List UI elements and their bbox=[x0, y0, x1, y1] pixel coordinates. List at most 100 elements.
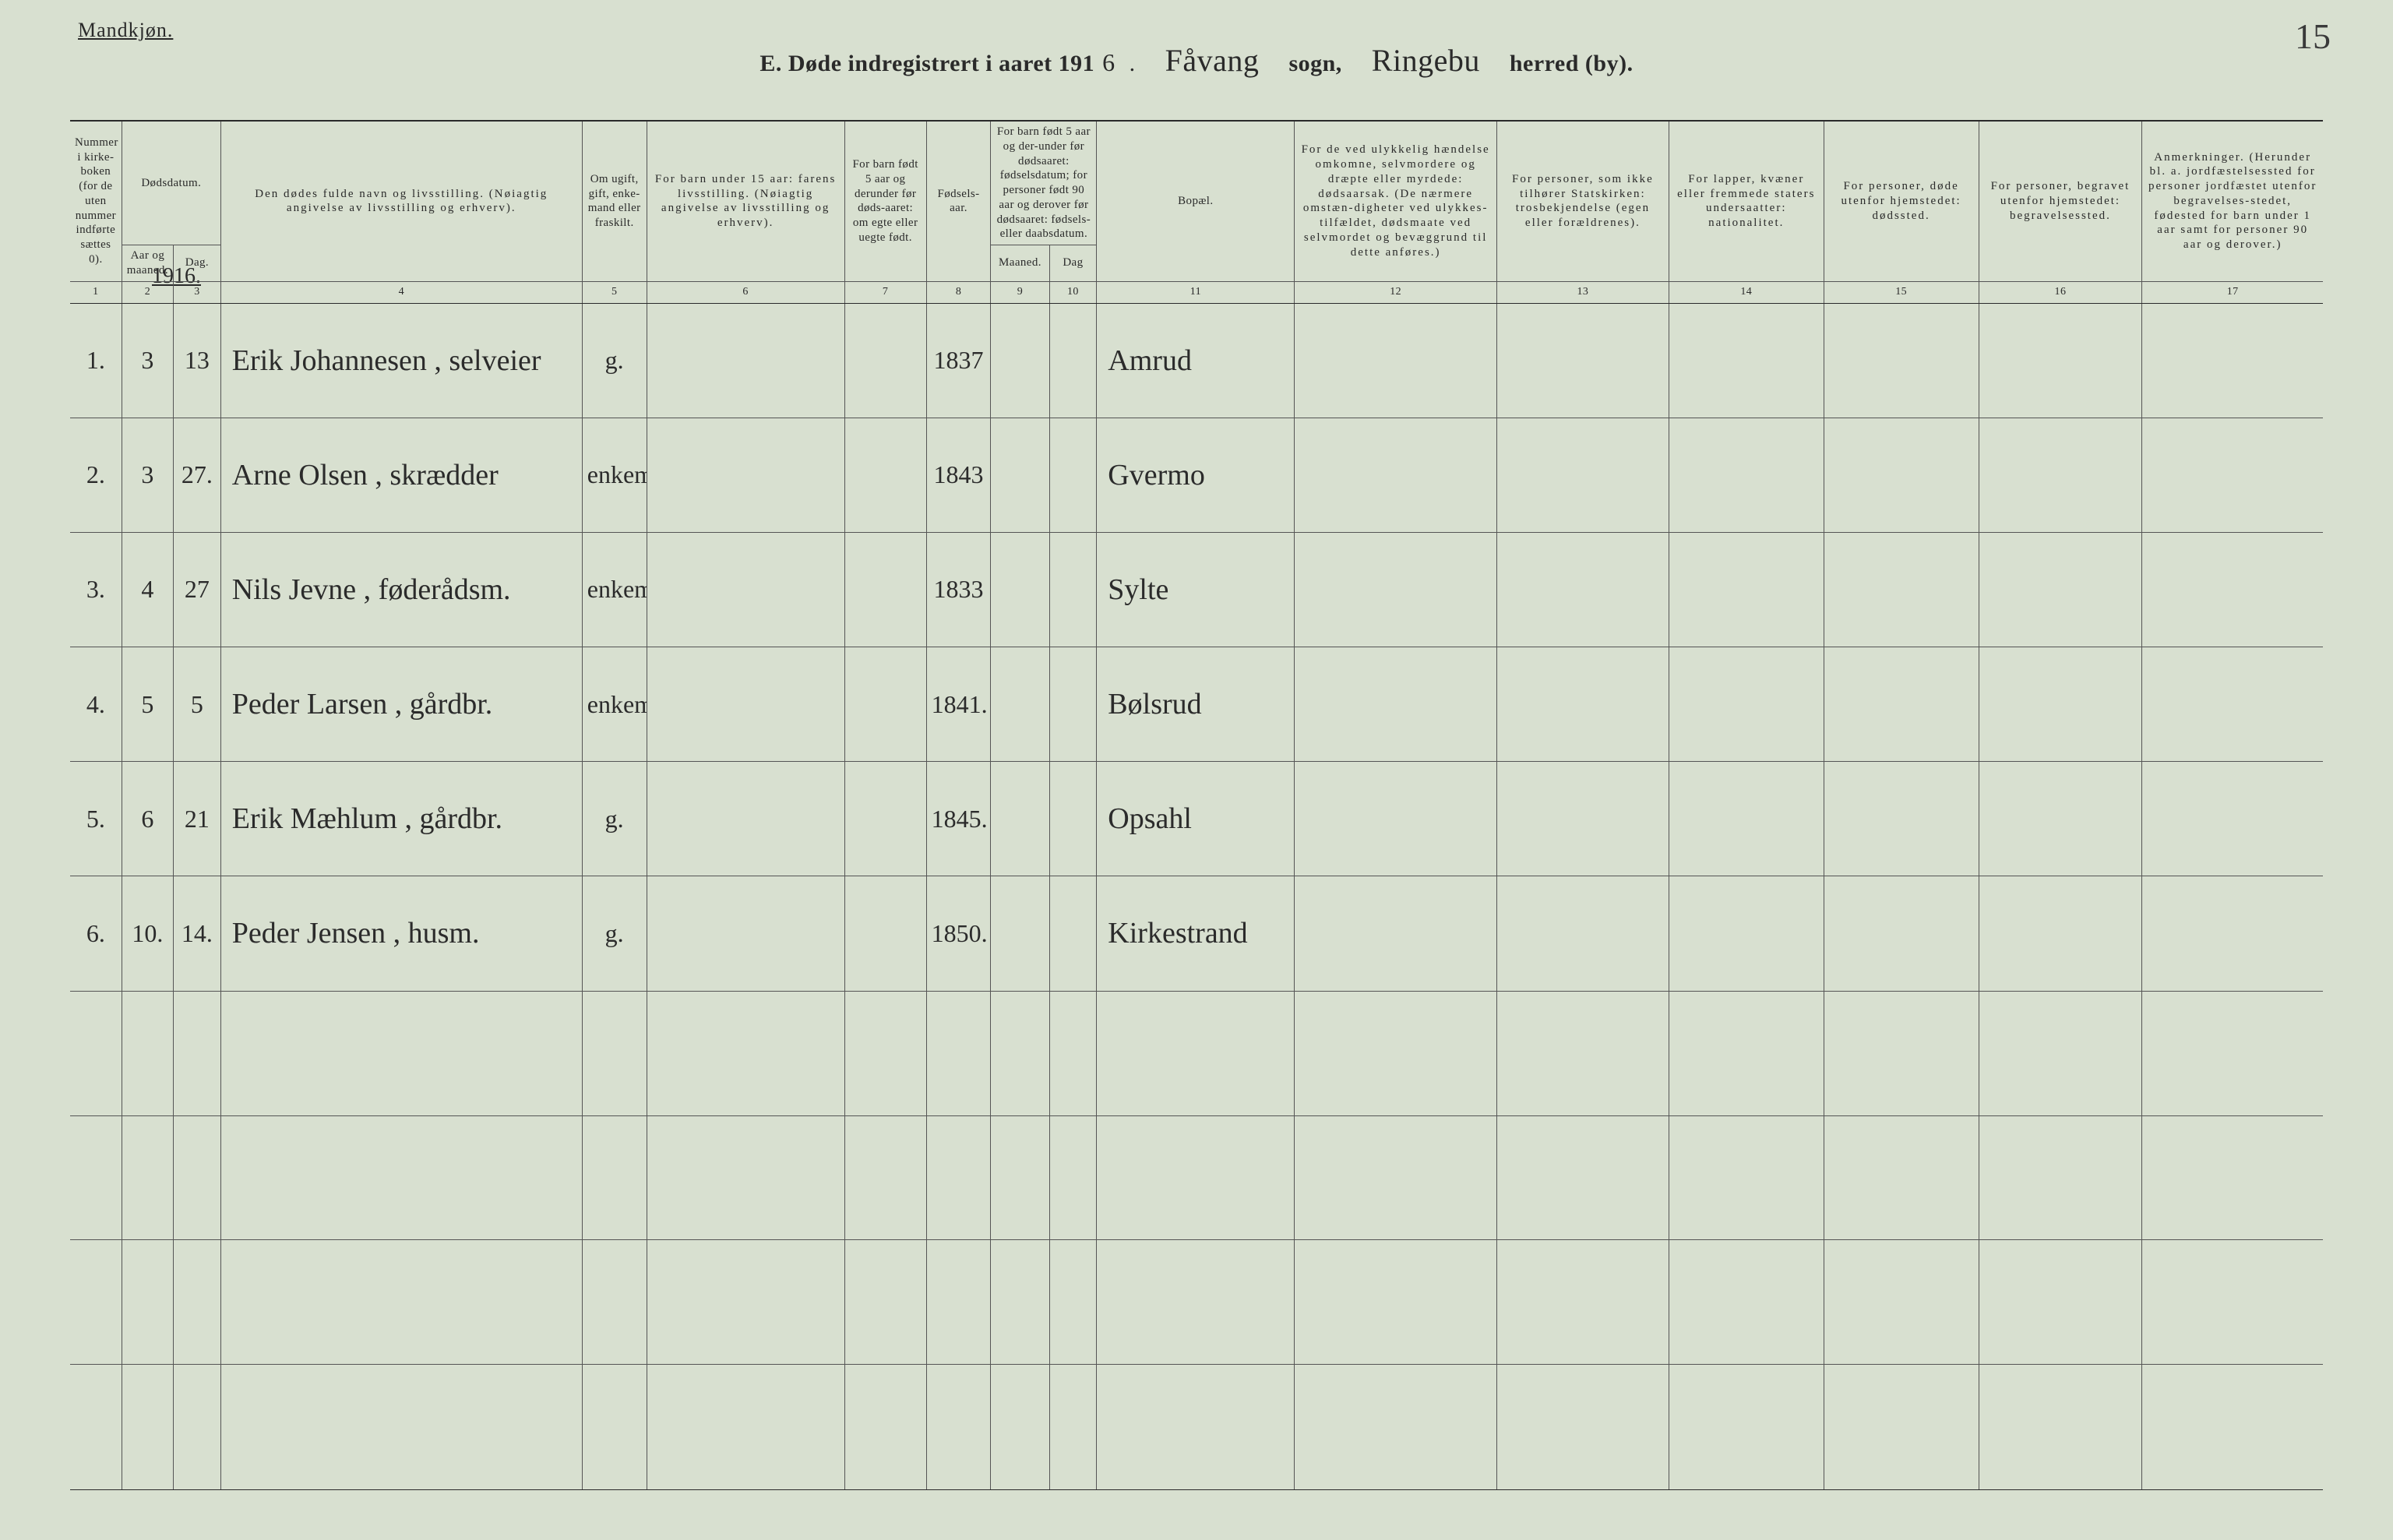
cell-faar: 1841. bbox=[926, 647, 991, 762]
cell-stand: g. bbox=[582, 876, 647, 991]
cell-9 bbox=[991, 647, 1049, 762]
cell-16 bbox=[1979, 762, 2142, 876]
colnum: 8 bbox=[926, 281, 991, 303]
cell-empty bbox=[926, 1365, 991, 1489]
col-5-header: Om ugift, gift, enke-mand eller fraskilt… bbox=[582, 122, 647, 281]
title-text: Døde indregistrert i aaret 191 bbox=[788, 51, 1094, 76]
cell-13 bbox=[1496, 647, 1669, 762]
cell-17 bbox=[2142, 876, 2323, 991]
cell-empty bbox=[1824, 1240, 1979, 1365]
cell-15 bbox=[1824, 532, 1979, 647]
cell-bopel: Opsahl bbox=[1097, 762, 1295, 876]
cell-navn: Erik Johannesen , selveier bbox=[220, 303, 582, 418]
colnum: 17 bbox=[2142, 281, 2323, 303]
cell-empty bbox=[647, 991, 844, 1115]
cell-10 bbox=[1049, 762, 1097, 876]
cell-dag: 14. bbox=[174, 876, 221, 991]
cell-empty bbox=[844, 1115, 926, 1240]
cell-14 bbox=[1669, 303, 1824, 418]
col-7-header: For barn født 5 aar og derunder før døds… bbox=[844, 122, 926, 281]
col-9-header: Maaned. bbox=[991, 245, 1049, 282]
table-row-empty bbox=[70, 1365, 2323, 1489]
table-head: Nummer i kirke-boken (for de uten nummer… bbox=[70, 122, 2323, 303]
cell-9 bbox=[991, 532, 1049, 647]
cell-empty bbox=[174, 1365, 221, 1489]
col-4-header: Den dødes fulde navn og livsstilling. (N… bbox=[220, 122, 582, 281]
cell-13 bbox=[1496, 762, 1669, 876]
cell-15 bbox=[1824, 876, 1979, 991]
cell-empty bbox=[1097, 991, 1295, 1115]
cell-13 bbox=[1496, 532, 1669, 647]
col-13-header: For personer, som ikke tilhører Statskir… bbox=[1496, 122, 1669, 281]
cell-empty bbox=[1496, 1365, 1669, 1489]
cell-stand: g. bbox=[582, 762, 647, 876]
cell-empty bbox=[844, 991, 926, 1115]
colnum: 6 bbox=[647, 281, 844, 303]
cell-empty bbox=[2142, 1365, 2323, 1489]
cell-14 bbox=[1669, 762, 1824, 876]
cell-7 bbox=[844, 647, 926, 762]
cell-12 bbox=[1295, 762, 1497, 876]
cell-bopel: Sylte bbox=[1097, 532, 1295, 647]
cell-empty bbox=[174, 1115, 221, 1240]
cell-empty bbox=[1979, 1115, 2142, 1240]
cell-faar: 1843 bbox=[926, 418, 991, 532]
sogn-label: sogn, bbox=[1288, 51, 1341, 76]
cell-navn: Erik Mæhlum , gårdbr. bbox=[220, 762, 582, 876]
cell-faar: 1850. bbox=[926, 876, 991, 991]
cell-dag: 27 bbox=[174, 532, 221, 647]
cell-17 bbox=[2142, 532, 2323, 647]
cell-empty bbox=[220, 1115, 582, 1240]
cell-dag: 5 bbox=[174, 647, 221, 762]
cell-7 bbox=[844, 303, 926, 418]
cell-num: 1. bbox=[70, 303, 122, 418]
cell-empty bbox=[1979, 1240, 2142, 1365]
colnum: 12 bbox=[1295, 281, 1497, 303]
cell-17 bbox=[2142, 647, 2323, 762]
cell-maaned: 3 bbox=[122, 303, 173, 418]
cell-16 bbox=[1979, 418, 2142, 532]
cell-navn: Peder Larsen , gårdbr. bbox=[220, 647, 582, 762]
table-row: 4.55Peder Larsen , gårdbr.enkem.1841.Bøl… bbox=[70, 647, 2323, 762]
cell-17 bbox=[2142, 303, 2323, 418]
cell-empty bbox=[2142, 991, 2323, 1115]
cell-maaned: 3 bbox=[122, 418, 173, 532]
col-2-header: Aar og maaned. bbox=[122, 245, 173, 282]
cell-empty bbox=[844, 1365, 926, 1489]
cell-empty bbox=[1496, 1115, 1669, 1240]
cell-empty bbox=[122, 1240, 173, 1365]
col-12-header: For de ved ulykkelig hændelse omkomne, s… bbox=[1295, 122, 1497, 281]
cell-num: 4. bbox=[70, 647, 122, 762]
cell-17 bbox=[2142, 762, 2323, 876]
table-row: 6.10.14.Peder Jensen , husm.g.1850.Kirke… bbox=[70, 876, 2323, 991]
cell-7 bbox=[844, 532, 926, 647]
cell-faar: 1833 bbox=[926, 532, 991, 647]
col-3-header: Dag. bbox=[174, 245, 221, 282]
colnum: 3 bbox=[174, 281, 221, 303]
cell-empty bbox=[582, 1365, 647, 1489]
colnum: 4 bbox=[220, 281, 582, 303]
cell-empty bbox=[647, 1240, 844, 1365]
col-17-header: Anmerkninger. (Herunder bl. a. jordfæste… bbox=[2142, 122, 2323, 281]
colnum: 9 bbox=[991, 281, 1049, 303]
cell-empty bbox=[1295, 1240, 1497, 1365]
cell-empty bbox=[174, 1240, 221, 1365]
title-row: E. Døde indregistrert i aaret 1916 . Fåv… bbox=[31, 42, 2362, 79]
cell-empty bbox=[991, 1365, 1049, 1489]
cell-16 bbox=[1979, 647, 2142, 762]
cell-bopel: Gvermo bbox=[1097, 418, 1295, 532]
cell-empty bbox=[582, 991, 647, 1115]
col-8-header: Fødsels-aar. bbox=[926, 122, 991, 281]
cell-15 bbox=[1824, 762, 1979, 876]
cell-empty bbox=[1669, 991, 1824, 1115]
cell-navn: Arne Olsen , skrædder bbox=[220, 418, 582, 532]
cell-navn: Nils Jevne , føderådsm. bbox=[220, 532, 582, 647]
cell-bopel: Bølsrud bbox=[1097, 647, 1295, 762]
table-row: 1.313Erik Johannesen , selveierg.1837Amr… bbox=[70, 303, 2323, 418]
colnum: 5 bbox=[582, 281, 647, 303]
cell-empty bbox=[220, 991, 582, 1115]
cell-empty bbox=[1496, 991, 1669, 1115]
cell-empty bbox=[926, 991, 991, 1115]
cell-dag: 21 bbox=[174, 762, 221, 876]
cell-stand: enkem. bbox=[582, 418, 647, 532]
